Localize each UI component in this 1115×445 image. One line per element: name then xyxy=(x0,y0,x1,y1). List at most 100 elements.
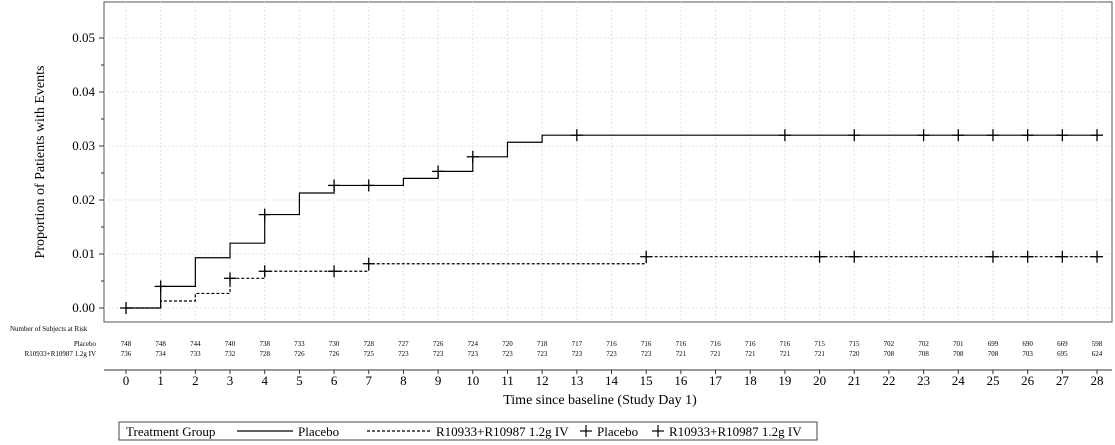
risk-table: Number of Subjects at Risk Placebo 748 748… xyxy=(10,325,1103,358)
risk-value: 716 xyxy=(710,340,721,348)
x-tick-label: 8 xyxy=(400,373,407,388)
x-axis: 0 1 2 3 4 5 6 7 8 9 10 11 12 13 14 15 16 17 18 19 20 21 22 23 24… xyxy=(104,369,1112,388)
risk-value: 726 xyxy=(294,350,305,358)
legend-entry-active-censor: R10933+R10987 1.2g IV xyxy=(669,424,802,439)
y-tick-label: 0.04 xyxy=(72,84,95,99)
x-tick-label: 7 xyxy=(366,373,373,388)
censor-mark-placebo xyxy=(154,280,167,293)
legend-plus-marker-active xyxy=(652,425,664,437)
risk-value: 744 xyxy=(190,340,201,348)
x-tick-label: 12 xyxy=(536,373,549,388)
legend-title: Treatment Group xyxy=(126,424,215,439)
x-tick-label: 25 xyxy=(986,373,999,388)
x-tick-label: 3 xyxy=(227,373,234,388)
x-tick-label: 9 xyxy=(435,373,442,388)
risk-value: 723 xyxy=(537,350,548,358)
risk-value: 721 xyxy=(745,350,756,358)
risk-value: 699 xyxy=(988,340,999,348)
x-tick-label: 11 xyxy=(501,373,514,388)
risk-value: 717 xyxy=(572,340,583,348)
risk-value: 723 xyxy=(433,350,444,358)
risk-value: 723 xyxy=(641,350,652,358)
risk-value: 718 xyxy=(537,340,548,348)
y-axis-title: Proportion of Patients with Events xyxy=(33,66,48,259)
risk-value: 716 xyxy=(676,340,687,348)
x-tick-label: 16 xyxy=(674,373,688,388)
risk-value: 733 xyxy=(294,340,305,348)
y-tick-label: 0.02 xyxy=(72,192,95,207)
censor-mark-active xyxy=(640,250,653,263)
risk-value: 708 xyxy=(884,350,895,358)
censor-mark-placebo xyxy=(432,165,445,178)
censor-mark-placebo xyxy=(1056,129,1069,142)
x-tick-label: 4 xyxy=(261,373,268,388)
x-tick-label: 17 xyxy=(709,373,723,388)
risk-value: 690 xyxy=(1022,340,1033,348)
series-layer xyxy=(120,129,1103,314)
censor-mark-placebo xyxy=(570,129,583,142)
x-tick-label: 1 xyxy=(157,373,164,388)
risk-value: 734 xyxy=(155,350,166,358)
risk-value: 726 xyxy=(329,350,340,358)
censor-mark-active xyxy=(258,265,271,278)
risk-value: 701 xyxy=(953,340,964,348)
risk-value: 695 xyxy=(1057,350,1068,358)
x-tick-label: 23 xyxy=(917,373,930,388)
risk-value: 724 xyxy=(468,340,479,348)
risk-row-label: Placebo xyxy=(74,340,97,348)
censor-mark-placebo xyxy=(1091,129,1103,142)
risk-value: 723 xyxy=(502,350,513,358)
risk-value: 732 xyxy=(225,350,236,358)
risk-value: 723 xyxy=(606,350,617,358)
y-axis: 0.00 0.01 0.02 0.03 0.04 0.05 xyxy=(72,30,104,315)
censor-mark-active xyxy=(813,250,826,263)
legend-entry-active-line: R10933+R10987 1.2g IV xyxy=(436,424,569,439)
censor-mark-placebo xyxy=(848,129,861,142)
risk-value: 716 xyxy=(745,340,756,348)
risk-row-label: R10933+R10987 1.2g IV xyxy=(25,350,96,358)
censor-mark-active xyxy=(328,265,341,278)
censor-mark-placebo xyxy=(778,129,791,142)
censor-mark-placebo xyxy=(917,129,930,142)
risk-value: 733 xyxy=(190,350,201,358)
y-tick-label: 0.03 xyxy=(72,138,95,153)
risk-value: 721 xyxy=(780,350,791,358)
x-tick-label: 6 xyxy=(331,373,338,388)
censor-mark-placebo xyxy=(1021,129,1034,142)
risk-value: 721 xyxy=(676,350,687,358)
legend-entry-placebo-line: Placebo xyxy=(298,424,339,439)
censor-mark-placebo xyxy=(466,150,479,163)
risk-value: 703 xyxy=(1022,350,1033,358)
risk-value: 721 xyxy=(710,350,721,358)
x-tick-label: 27 xyxy=(1056,373,1070,388)
legend-plus-marker-placebo xyxy=(580,425,592,437)
censor-mark-placebo xyxy=(952,129,965,142)
risk-value: 715 xyxy=(814,340,825,348)
risk-value: 727 xyxy=(398,340,409,348)
risk-value: 716 xyxy=(780,340,791,348)
risk-value: 748 xyxy=(155,340,166,348)
risk-value: 720 xyxy=(502,340,513,348)
x-tick-label: 19 xyxy=(778,373,791,388)
risk-value: 708 xyxy=(988,350,999,358)
x-tick-label: 18 xyxy=(744,373,757,388)
risk-value: 723 xyxy=(398,350,409,358)
x-tick-label: 20 xyxy=(813,373,826,388)
risk-value: 723 xyxy=(572,350,583,358)
x-tick-label: 13 xyxy=(570,373,583,388)
censor-mark-active xyxy=(362,257,375,270)
risk-value: 740 xyxy=(225,340,236,348)
risk-value: 715 xyxy=(849,340,860,348)
censor-mark-placebo xyxy=(986,129,999,142)
risk-value: 728 xyxy=(364,340,375,348)
risk-value: 723 xyxy=(468,350,479,358)
censor-mark-active xyxy=(224,272,237,285)
x-tick-label: 10 xyxy=(466,373,479,388)
risk-value: 726 xyxy=(433,340,444,348)
x-tick-label: 15 xyxy=(640,373,653,388)
censor-mark-active xyxy=(986,250,999,263)
x-axis-title: Time since baseline (Study Day 1) xyxy=(503,393,697,408)
censor-mark-active xyxy=(1021,250,1034,263)
plot-frame xyxy=(103,1,1113,323)
legend-frame xyxy=(118,421,818,441)
